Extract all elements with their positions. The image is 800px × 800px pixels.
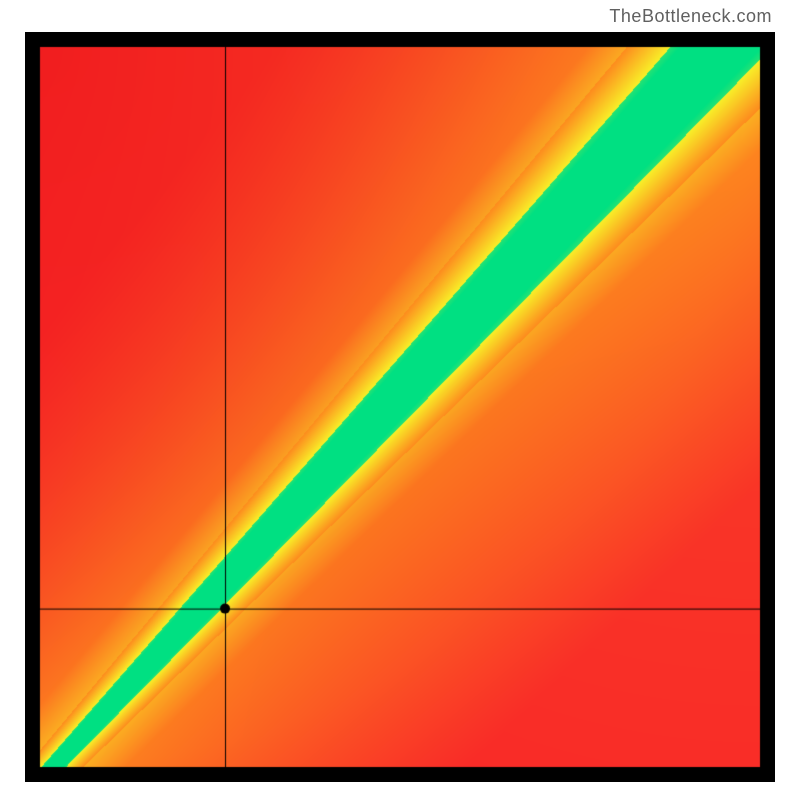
bottleneck-heatmap <box>25 32 775 782</box>
attribution-text: TheBottleneck.com <box>609 6 772 27</box>
heatmap-canvas <box>25 32 775 782</box>
